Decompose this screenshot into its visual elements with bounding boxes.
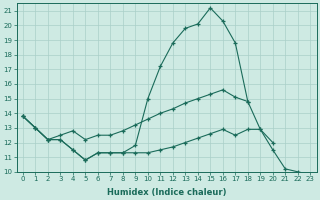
X-axis label: Humidex (Indice chaleur): Humidex (Indice chaleur) — [107, 188, 226, 197]
